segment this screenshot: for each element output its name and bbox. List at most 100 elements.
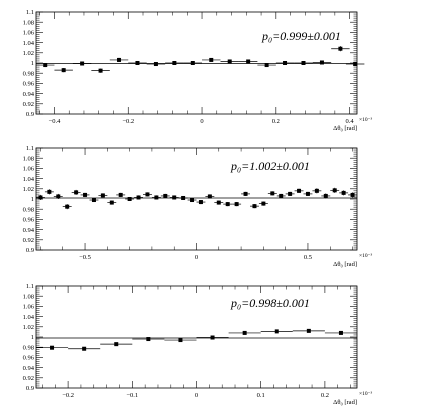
data-point [89, 197, 99, 203]
data-point [125, 196, 135, 202]
data-marker [98, 68, 103, 73]
x-tick-label: 0 [200, 118, 203, 125]
y-tick-label: 0.92 [23, 101, 34, 108]
x-tick-label: 0.5 [304, 254, 312, 261]
data-marker [114, 342, 119, 347]
data-marker [153, 62, 158, 67]
x-exponent-label: ×10⁻³ [359, 117, 373, 123]
fit-annotation: p₀=0.999±0.001 [261, 29, 341, 43]
data-point [165, 61, 184, 65]
data-marker [136, 195, 141, 200]
data-point [294, 61, 313, 65]
data-marker [210, 335, 215, 340]
data-point [169, 195, 179, 200]
y-tick-label: 1.08 [23, 155, 34, 162]
data-marker [109, 200, 114, 205]
data-point [36, 63, 55, 68]
data-marker [225, 202, 230, 207]
data-point [36, 194, 45, 201]
x-tick-label: 0.2 [321, 392, 329, 399]
data-point [241, 191, 250, 196]
data-point [54, 68, 73, 73]
data-point [132, 337, 165, 342]
data-marker [100, 193, 105, 198]
x-tick-label: −0.1 [126, 392, 138, 399]
data-point [276, 193, 286, 198]
data-marker [61, 68, 66, 73]
data-point [164, 338, 197, 343]
data-point [62, 204, 72, 210]
chart-panel-2: 0.9 0.92 0.94 0.96 0.98 1 1.02 1.04 1.06 1.08 1.1 −… [23, 145, 373, 268]
x-tick-label: 0 [195, 254, 198, 261]
data-marker [297, 188, 302, 193]
x-tick-label: 0.2 [272, 118, 280, 125]
chart-panel-1: 0.9 0.92 0.94 0.96 0.98 1 1.02 1.04 1.06 1.08 1.1 −… [23, 9, 373, 132]
y-tick-label: 1.02 [23, 324, 34, 331]
data-marker [306, 328, 311, 333]
data-point [134, 195, 143, 200]
data-marker [338, 46, 343, 51]
data-marker [264, 63, 269, 68]
data-point [238, 59, 258, 64]
data-marker [117, 57, 122, 62]
data-point [321, 193, 331, 199]
data-point [80, 192, 90, 197]
data-point [275, 61, 295, 65]
data-point [107, 200, 117, 205]
data-point [116, 192, 126, 197]
data-marker [74, 190, 79, 195]
data-point [250, 204, 259, 209]
x-tick-label: −0.5 [79, 254, 91, 261]
fit-annotation: p₀=0.998±0.001 [230, 296, 310, 310]
y-tick-label: 0.92 [23, 237, 34, 244]
data-marker [118, 192, 123, 197]
data-point [223, 202, 233, 207]
data-marker [234, 202, 239, 207]
y-tick-label: 0.94 [23, 365, 35, 372]
data-marker [301, 61, 306, 65]
data-marker [283, 61, 288, 65]
data-marker [127, 197, 132, 201]
data-point [160, 193, 170, 198]
data-point [53, 193, 63, 199]
data-marker [146, 337, 151, 342]
data-marker [323, 193, 328, 198]
data-point [205, 194, 215, 199]
data-marker [305, 191, 310, 196]
data-marker [341, 190, 346, 195]
data-point [257, 63, 276, 68]
y-tick-label: 0.98 [23, 344, 34, 351]
y-tick-label: 1.06 [23, 166, 35, 173]
data-marker [216, 200, 221, 205]
y-tick-label: 1.1 [26, 145, 34, 152]
y-tick-label: 1 [31, 60, 34, 67]
y-tick-label: 1 [31, 196, 34, 203]
data-point [214, 200, 224, 205]
data-point [151, 195, 161, 200]
x-tick-label: 0.4 [346, 118, 355, 125]
data-point [143, 192, 152, 197]
data-marker [172, 195, 177, 200]
data-point [294, 188, 304, 193]
data-marker [319, 60, 324, 65]
data-marker [65, 204, 70, 209]
data-point [187, 197, 197, 203]
y-tick-label: 1.04 [23, 40, 35, 47]
y-tick-label: 1.02 [23, 50, 34, 57]
y-tick-label: 1.06 [23, 304, 35, 311]
data-point [330, 187, 340, 193]
data-marker [288, 191, 293, 196]
x-tick-label: 0 [195, 392, 198, 399]
chart-panel-3: 0.9 0.92 0.94 0.96 0.98 1 1.02 1.04 1.06 1.08 1.1 −… [23, 283, 373, 406]
data-point [324, 330, 357, 335]
data-marker [246, 59, 251, 64]
data-point [339, 190, 349, 196]
data-point [178, 195, 188, 201]
y-tick-label: 0.94 [23, 91, 35, 98]
data-point [285, 191, 295, 196]
data-marker [181, 195, 186, 200]
data-marker [270, 191, 275, 196]
x-exponent-label: ×10⁻³ [359, 391, 373, 397]
data-point [71, 189, 81, 195]
y-tick-label: 0.9 [26, 385, 34, 392]
